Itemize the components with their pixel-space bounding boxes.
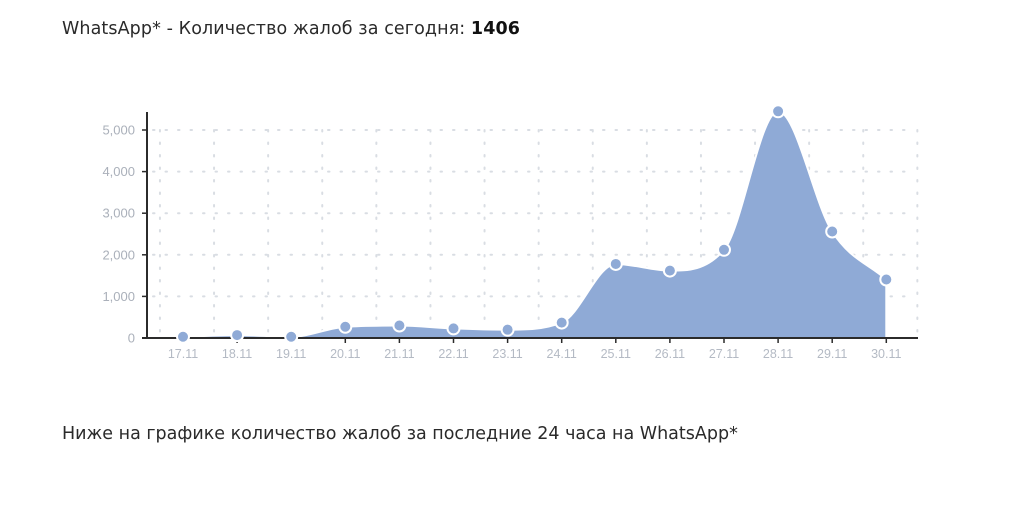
data-point[interactable]: [879, 272, 894, 287]
y-tick-label: 3,000: [102, 206, 135, 221]
y-tick-label: 1,000: [102, 289, 135, 304]
x-tick-label: 25.11: [601, 347, 631, 361]
data-point[interactable]: [500, 322, 515, 337]
x-tick-label: 23.11: [492, 347, 522, 361]
data-point[interactable]: [338, 319, 353, 334]
header-prefix: WhatsApp* - Количество жалоб за сегодня:: [62, 19, 471, 39]
x-tick-label: 26.11: [655, 347, 685, 361]
complaints-area: [182, 110, 888, 339]
data-point[interactable]: [771, 104, 786, 119]
data-point[interactable]: [554, 315, 569, 330]
x-tick-label: 27.11: [709, 347, 739, 361]
x-tick-label: 22.11: [438, 347, 468, 361]
x-tick-label: 21.11: [384, 347, 414, 361]
data-point[interactable]: [446, 321, 461, 336]
today-count: 1406: [470, 19, 521, 39]
y-axis-ticks: 0 1,000 2,000 3,000 4,000 5,000: [102, 123, 147, 346]
data-markers: [176, 104, 894, 344]
complaints-chart: 0 1,000 2,000 3,000 4,000 5,000 17.11 18.11 19.…: [102, 104, 919, 361]
y-tick-label: 2,000: [102, 247, 135, 262]
data-point[interactable]: [176, 329, 190, 344]
x-axis-ticks: 17.11 18.11 19.11 20.11 21.11 22.11 23.11 24.11…: [168, 338, 902, 361]
data-point[interactable]: [230, 328, 245, 343]
chart-axes: [142, 112, 918, 339]
x-tick-label: 24.11: [547, 347, 577, 361]
x-tick-label: 19.11: [276, 347, 306, 361]
x-tick-label: 28.11: [763, 347, 793, 361]
data-point[interactable]: [825, 224, 840, 239]
data-point[interactable]: [392, 318, 407, 333]
data-point[interactable]: [662, 263, 677, 278]
data-point[interactable]: [284, 329, 299, 344]
chart-caption: Ниже на графике количество жалоб за посл…: [62, 424, 738, 444]
x-tick-label: 17.11: [168, 347, 198, 361]
x-tick-label: 29.11: [817, 347, 847, 361]
x-tick-label: 30.11: [871, 347, 901, 361]
data-point[interactable]: [608, 256, 623, 271]
x-tick-label: 20.11: [330, 347, 360, 361]
data-point[interactable]: [717, 242, 731, 257]
y-tick-label: 0: [128, 331, 135, 346]
chart-header: WhatsApp* - Количество жалоб за сегодня:…: [62, 19, 520, 39]
chart-grid: [152, 129, 919, 335]
y-tick-label: 4,000: [102, 164, 135, 179]
x-tick-label: 18.11: [222, 347, 252, 361]
y-tick-label: 5,000: [102, 123, 135, 138]
